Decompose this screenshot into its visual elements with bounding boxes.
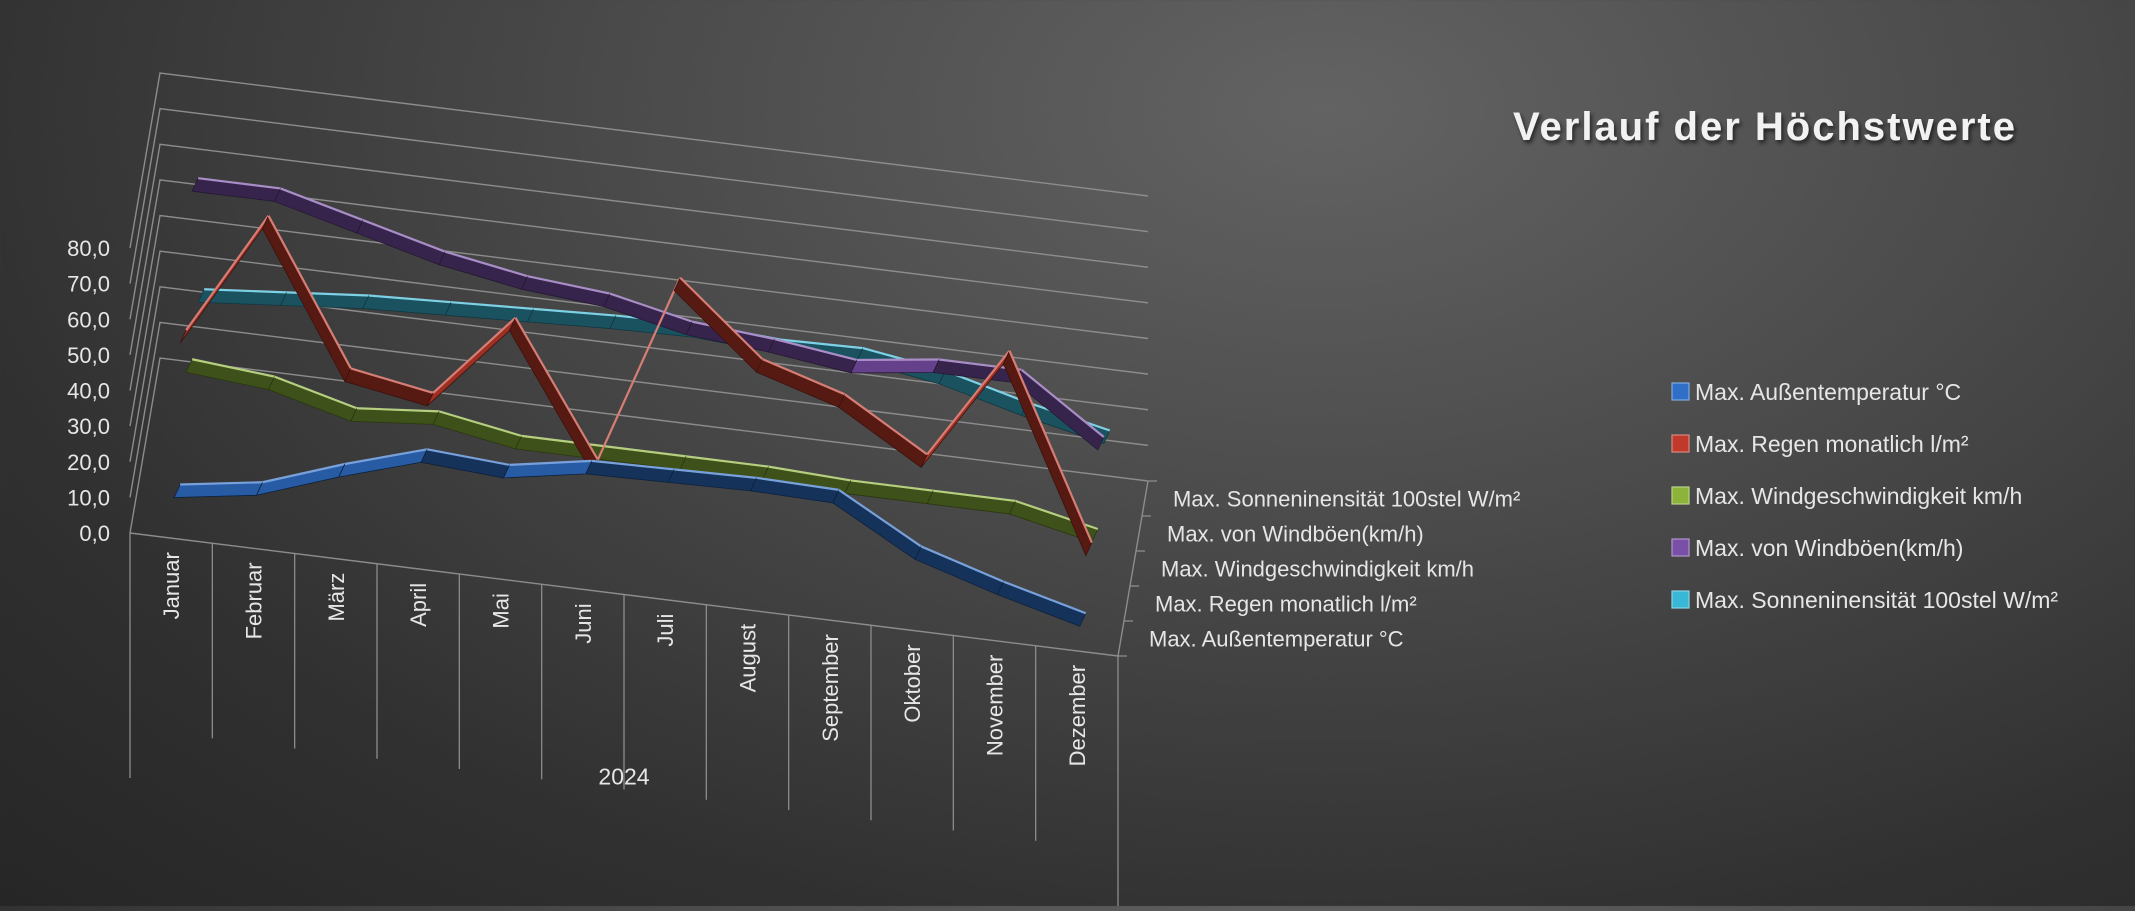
series-segment-highlight xyxy=(680,278,762,360)
x-tick-label: September xyxy=(818,634,843,742)
gridline xyxy=(130,73,1148,248)
depth-axis-label: Max. Außentemperatur °C xyxy=(1149,627,1404,652)
depth-axis-label: Max. Windgeschwindigkeit km/h xyxy=(1161,557,1474,582)
series-segment xyxy=(915,546,1003,594)
legend-label: Max. von Windböen(km/h) xyxy=(1695,535,1963,561)
series-segment-highlight xyxy=(186,216,268,330)
series-segment xyxy=(845,480,933,503)
legend-swatch xyxy=(1672,435,1689,452)
depth-axis-label: Max. Sonneninensität 100stel W/m² xyxy=(1173,487,1520,512)
legend-label: Max. Außentemperatur °C xyxy=(1695,379,1961,405)
x-tick-label: Juni xyxy=(571,603,596,643)
series-segment xyxy=(192,178,280,201)
series-segment xyxy=(433,411,521,449)
legend-label: Max. Sonneninensität 100stel W/m² xyxy=(1695,587,2058,613)
x-tick-label: November xyxy=(983,655,1008,756)
series-segment xyxy=(357,220,445,265)
x-tick-label: April xyxy=(406,583,431,627)
x-tick-label: Juli xyxy=(653,614,678,647)
series-segment xyxy=(275,188,363,233)
y-tick-label: 40,0 xyxy=(67,379,110,404)
y-tick-label: 80,0 xyxy=(67,236,110,261)
series-segment xyxy=(927,491,1015,514)
x-tick-label: Februar xyxy=(242,562,267,639)
legend-item: Max. von Windböen(km/h) xyxy=(1672,535,1963,561)
y-tick-label: 20,0 xyxy=(67,450,110,475)
legend-label: Max. Regen monatlich l/m² xyxy=(1695,431,1969,457)
y-tick-label: 30,0 xyxy=(67,414,110,439)
chart-axes: 0,0 10,0 20,0 30,0 40,0 50,0 60,0 70,0 80,0 Janua… xyxy=(67,236,1520,906)
x-tick-label: Mai xyxy=(489,593,514,628)
x-tick-label: August xyxy=(736,624,761,693)
legend-item: Max. Windgeschwindigkeit km/h xyxy=(1672,483,2022,509)
legend-label: Max. Windgeschwindigkeit km/h xyxy=(1695,483,2022,509)
legend-swatch xyxy=(1672,539,1689,556)
series-segment xyxy=(439,252,527,290)
legend-swatch xyxy=(1672,591,1689,608)
x-tick-label: Oktober xyxy=(900,644,925,722)
series-segment xyxy=(839,394,927,467)
chart-legend: Max. Außentemperatur °C Max. Regen monatl… xyxy=(1672,379,2058,613)
series-segment xyxy=(851,360,939,373)
legend-item: Max. Sonneninensität 100stel W/m² xyxy=(1672,587,2058,613)
chart-title: Verlauf der Höchstwerte xyxy=(1513,105,2017,149)
legend-item: Max. Regen monatlich l/m² xyxy=(1672,431,1969,457)
legend-swatch xyxy=(1672,383,1689,400)
y-tick-label: 70,0 xyxy=(67,272,110,297)
x-tick-label: Dezember xyxy=(1065,665,1090,766)
y-tick-label: 60,0 xyxy=(67,307,110,332)
x-group-label: 2024 xyxy=(598,764,649,790)
x-tick-label: März xyxy=(324,573,349,622)
series-segment xyxy=(269,377,357,422)
series-segment xyxy=(998,582,1086,627)
series-segment-highlight xyxy=(433,318,515,393)
series-ribbon xyxy=(174,449,1086,626)
x-tick-label: Januar xyxy=(159,552,184,619)
series-segment xyxy=(345,368,433,406)
legend-item: Max. Außentemperatur °C xyxy=(1672,379,1961,405)
depth-axis-label: Max. von Windböen(km/h) xyxy=(1167,522,1424,547)
series-segment xyxy=(421,449,509,478)
depth-axis-label: Max. Regen monatlich l/m² xyxy=(1155,592,1417,617)
y-tick-label: 10,0 xyxy=(67,485,110,510)
y-tick-label: 0,0 xyxy=(79,521,110,546)
legend-swatch xyxy=(1672,487,1689,504)
depth-axis-line xyxy=(1118,481,1148,656)
y-tick-label: 50,0 xyxy=(67,343,110,368)
